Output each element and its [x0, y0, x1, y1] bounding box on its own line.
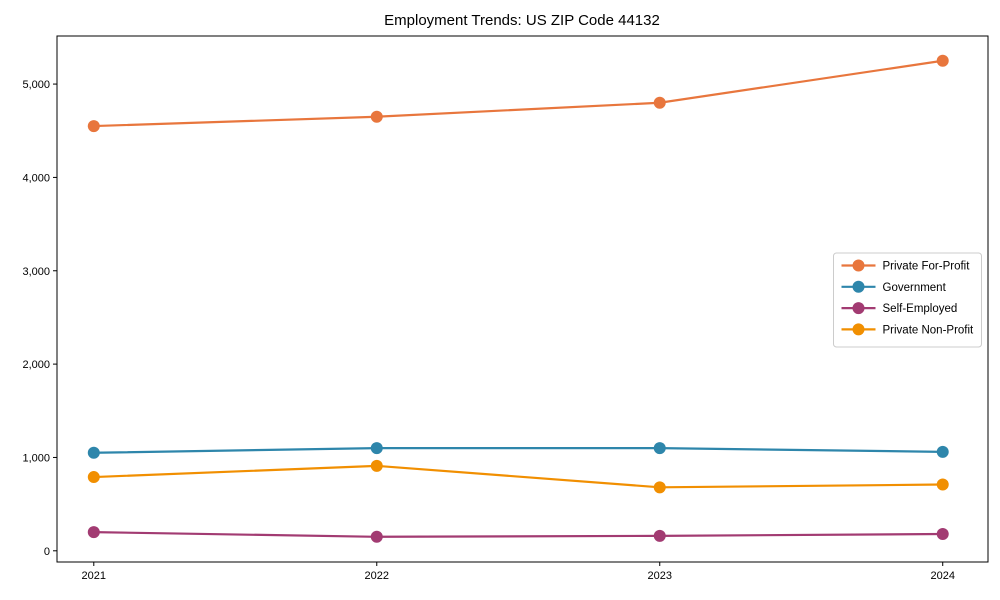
x-tick-label: 2021 — [82, 570, 106, 582]
legend-box — [833, 252, 982, 348]
plot-area: 0 1,000 2,000 3,000 4,000 5,000 2021 2022 2023 20… — [22, 35, 989, 582]
series-marker — [87, 471, 100, 484]
legend: Private For-Profit Government Self-Employe… — [833, 252, 982, 348]
series-marker — [370, 459, 383, 472]
series-marker — [936, 54, 949, 67]
legend-item: Self-Employed — [841, 302, 958, 315]
legend-marker — [852, 323, 865, 336]
y-tick-label: 3,000 — [22, 266, 50, 278]
legend-marker — [852, 280, 865, 293]
x-tick-label: 2023 — [648, 570, 672, 582]
series-marker — [936, 478, 949, 491]
series-marker — [936, 527, 949, 540]
legend-label: Self-Employed — [883, 303, 958, 315]
series-marker — [653, 442, 666, 455]
legend-label: Government — [883, 282, 947, 294]
series-line — [92, 531, 944, 538]
x-tick-label: 2022 — [365, 570, 389, 582]
chart-title: Employment Trends: US ZIP Code 44132 — [384, 12, 660, 29]
series-marker — [370, 442, 383, 455]
y-tick-label: 5,000 — [22, 79, 50, 91]
y-tick-label: 1,000 — [22, 452, 50, 464]
y-tick-label: 4,000 — [22, 172, 50, 184]
axes-frame — [56, 35, 989, 563]
legend-item: Government — [841, 280, 947, 294]
legend-label: Private Non-Profit — [883, 324, 975, 336]
series-marker — [653, 96, 666, 109]
series-marker — [87, 120, 100, 133]
series-line — [92, 447, 944, 454]
legend-item: Private Non-Profit — [841, 323, 975, 336]
series-marker — [87, 526, 100, 539]
y-tick-label: 2,000 — [22, 359, 50, 371]
y-tick-label: 0 — [44, 546, 50, 558]
legend-marker — [852, 259, 865, 272]
series-marker — [370, 530, 383, 543]
series-marker — [653, 481, 666, 494]
x-tick-label: 2024 — [930, 570, 954, 582]
series-line — [92, 59, 944, 128]
series-marker — [87, 446, 100, 459]
legend-marker — [852, 302, 865, 315]
series-marker — [370, 110, 383, 123]
series-marker — [653, 529, 666, 542]
legend-label: Private For-Profit — [883, 261, 971, 273]
series-line — [92, 464, 944, 489]
series-marker — [936, 445, 949, 458]
legend-item: Private For-Profit — [841, 259, 971, 273]
